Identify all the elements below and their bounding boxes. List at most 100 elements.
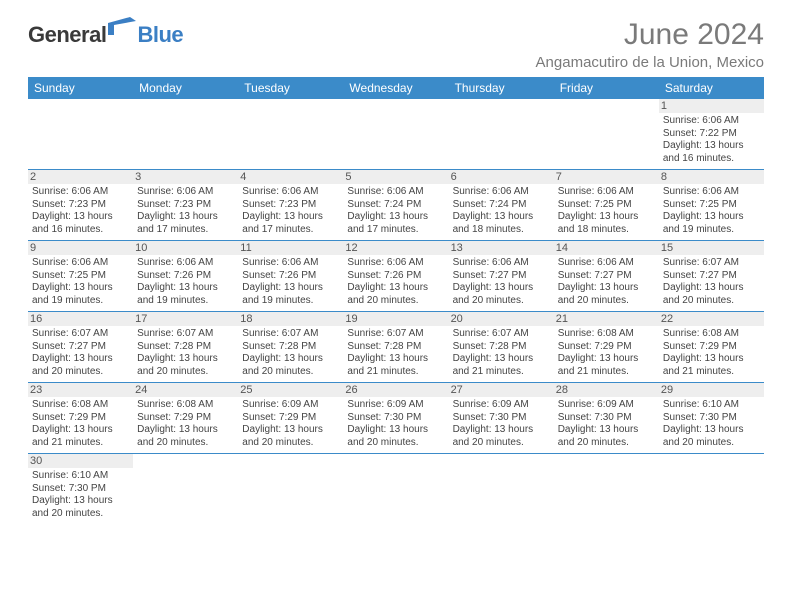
daylight-text: and 20 minutes. [663, 295, 760, 308]
calendar-table: Sunday Monday Tuesday Wednesday Thursday… [28, 77, 764, 524]
sunrise-text: Sunrise: 6:06 AM [32, 257, 129, 270]
sunrise-text: Sunrise: 6:06 AM [32, 186, 129, 199]
day-info: Sunrise: 6:06 AMSunset: 7:25 PMDaylight:… [663, 186, 760, 236]
sunset-text: Sunset: 7:30 PM [663, 412, 760, 425]
day-info: Sunrise: 6:07 AMSunset: 7:27 PMDaylight:… [663, 257, 760, 307]
day-info: Sunrise: 6:08 AMSunset: 7:29 PMDaylight:… [32, 399, 129, 449]
location-subtitle: Angamacutiro de la Union, Mexico [536, 54, 764, 71]
day-info: Sunrise: 6:06 AMSunset: 7:25 PMDaylight:… [558, 186, 655, 236]
sunset-text: Sunset: 7:26 PM [137, 270, 234, 283]
sunset-text: Sunset: 7:22 PM [663, 128, 760, 141]
sunset-text: Sunset: 7:29 PM [558, 341, 655, 354]
daylight-text: Daylight: 13 hours [558, 353, 655, 366]
daylight-text: Daylight: 13 hours [137, 353, 234, 366]
calendar-day-cell: 18Sunrise: 6:07 AMSunset: 7:28 PMDayligh… [238, 312, 343, 383]
day-number: 1 [659, 99, 764, 113]
sunset-text: Sunset: 7:28 PM [137, 341, 234, 354]
daylight-text: and 21 minutes. [32, 437, 129, 450]
day-info: Sunrise: 6:06 AMSunset: 7:23 PMDaylight:… [242, 186, 339, 236]
sunset-text: Sunset: 7:25 PM [663, 199, 760, 212]
calendar-week-row: 30Sunrise: 6:10 AMSunset: 7:30 PMDayligh… [28, 454, 764, 525]
brand-part2: Blue [137, 22, 183, 48]
daylight-text: Daylight: 13 hours [558, 424, 655, 437]
sunrise-text: Sunrise: 6:06 AM [242, 257, 339, 270]
daylight-text: Daylight: 13 hours [663, 424, 760, 437]
day-header: Thursday [449, 77, 554, 99]
calendar-day-cell [343, 99, 448, 170]
daylight-text: Daylight: 13 hours [347, 211, 444, 224]
calendar-day-cell [449, 454, 554, 525]
day-info: Sunrise: 6:06 AMSunset: 7:24 PMDaylight:… [453, 186, 550, 236]
daylight-text: Daylight: 13 hours [32, 353, 129, 366]
day-number: 19 [343, 312, 448, 326]
day-number: 12 [343, 241, 448, 255]
sunrise-text: Sunrise: 6:06 AM [663, 115, 760, 128]
calendar-day-cell: 24Sunrise: 6:08 AMSunset: 7:29 PMDayligh… [133, 383, 238, 454]
daylight-text: and 16 minutes. [32, 224, 129, 237]
calendar-day-cell: 19 Sunrise: 6:07 AMSunset: 7:28 PMDayligh… [343, 312, 448, 383]
sunrise-text: Sunrise: 6:06 AM [558, 257, 655, 270]
daylight-text: Daylight: 13 hours [347, 282, 444, 295]
day-info: Sunrise: 6:06 AMSunset: 7:27 PMDaylight:… [558, 257, 655, 307]
sunset-text: Sunset: 7:25 PM [32, 270, 129, 283]
sunset-text: Sunset: 7:26 PM [242, 270, 339, 283]
day-number: 5 [343, 170, 448, 184]
sunrise-text: Sunrise: 6:08 AM [558, 328, 655, 341]
day-number [133, 454, 238, 468]
daylight-text: and 20 minutes. [453, 437, 550, 450]
daylight-text: and 17 minutes. [347, 224, 444, 237]
calendar-day-cell: 9Sunrise: 6:06 AMSunset: 7:25 PMDaylight… [28, 241, 133, 312]
day-number: 10 [133, 241, 238, 255]
day-number: 7 [554, 170, 659, 184]
sunrise-text: Sunrise: 6:07 AM [32, 328, 129, 341]
calendar-day-cell [659, 454, 764, 525]
day-info: Sunrise: 6:10 AMSunset: 7:30 PMDaylight:… [32, 470, 129, 520]
daylight-text: and 17 minutes. [242, 224, 339, 237]
daylight-text: and 20 minutes. [137, 437, 234, 450]
calendar-day-cell [343, 454, 448, 525]
daylight-text: and 20 minutes. [32, 366, 129, 379]
calendar-day-cell [449, 99, 554, 170]
sunrise-text: Sunrise: 6:06 AM [558, 186, 655, 199]
day-number: 28 [554, 383, 659, 397]
daylight-text: and 20 minutes. [347, 437, 444, 450]
day-info: Sunrise: 6:07 AMSunset: 7:28 PMDaylight:… [347, 328, 444, 378]
day-number [343, 454, 448, 468]
page-header: General Blue June 2024 Angamacutiro de l… [28, 18, 764, 71]
brand-part1: General [28, 22, 106, 48]
calendar-day-cell: 17Sunrise: 6:07 AMSunset: 7:28 PMDayligh… [133, 312, 238, 383]
day-info: Sunrise: 6:08 AMSunset: 7:29 PMDaylight:… [137, 399, 234, 449]
sunset-text: Sunset: 7:24 PM [347, 199, 444, 212]
month-title: June 2024 [536, 18, 764, 52]
day-number: 23 [28, 383, 133, 397]
day-info: Sunrise: 6:09 AMSunset: 7:29 PMDaylight:… [242, 399, 339, 449]
calendar-day-cell: 16Sunrise: 6:07 AMSunset: 7:27 PMDayligh… [28, 312, 133, 383]
sunrise-text: Sunrise: 6:06 AM [137, 186, 234, 199]
daylight-text: and 20 minutes. [663, 437, 760, 450]
calendar-week-row: 9Sunrise: 6:06 AMSunset: 7:25 PMDaylight… [28, 241, 764, 312]
day-number [133, 99, 238, 113]
calendar-day-cell: 1Sunrise: 6:06 AMSunset: 7:22 PMDaylight… [659, 99, 764, 170]
day-info: Sunrise: 6:06 AMSunset: 7:24 PMDaylight:… [347, 186, 444, 236]
day-number [554, 454, 659, 468]
day-info: Sunrise: 6:06 AMSunset: 7:26 PMDaylight:… [137, 257, 234, 307]
daylight-text: Daylight: 13 hours [242, 282, 339, 295]
day-info: Sunrise: 6:07 AMSunset: 7:28 PMDaylight:… [242, 328, 339, 378]
calendar-day-cell [133, 454, 238, 525]
calendar-day-cell: 7 Sunrise: 6:06 AMSunset: 7:25 PMDaylight… [554, 170, 659, 241]
sunset-text: Sunset: 7:29 PM [663, 341, 760, 354]
day-number [238, 454, 343, 468]
day-info: Sunrise: 6:09 AMSunset: 7:30 PMDaylight:… [558, 399, 655, 449]
calendar-day-cell: 21Sunrise: 6:08 AMSunset: 7:29 PMDayligh… [554, 312, 659, 383]
day-info: Sunrise: 6:09 AMSunset: 7:30 PMDaylight:… [453, 399, 550, 449]
day-info: Sunrise: 6:06 AMSunset: 7:23 PMDaylight:… [137, 186, 234, 236]
day-number: 16 [28, 312, 133, 326]
calendar-day-cell: 15Sunrise: 6:07 AMSunset: 7:27 PMDayligh… [659, 241, 764, 312]
day-number [28, 99, 133, 113]
daylight-text: Daylight: 13 hours [32, 424, 129, 437]
daylight-text: Daylight: 13 hours [32, 211, 129, 224]
calendar-day-cell: 12Sunrise: 6:06 AMSunset: 7:26 PMDayligh… [343, 241, 448, 312]
day-number: 6 [449, 170, 554, 184]
sunrise-text: Sunrise: 6:06 AM [453, 257, 550, 270]
daylight-text: Daylight: 13 hours [137, 211, 234, 224]
